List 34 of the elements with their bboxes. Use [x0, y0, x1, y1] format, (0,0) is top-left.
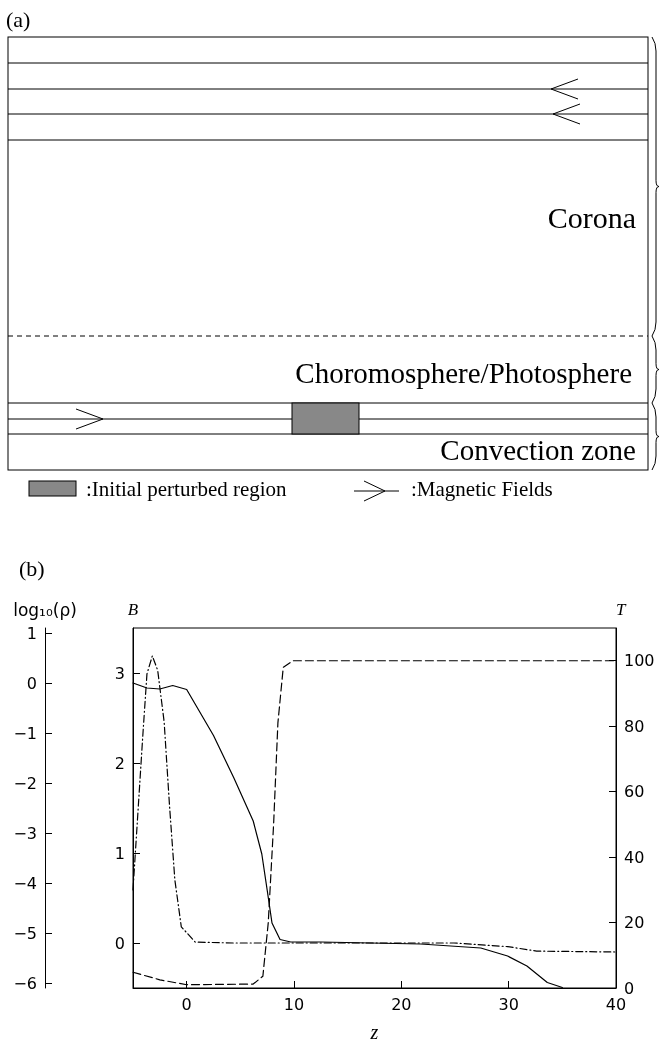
text: (a) [6, 7, 31, 32]
y-axis-title: B [127, 600, 139, 619]
text: :Initial perturbed region [86, 477, 288, 501]
y3-tick-label: −6 [13, 973, 37, 993]
y3-tick-label: 1 [26, 623, 37, 643]
y2-tick-label: 20 [624, 913, 645, 933]
text: Corona [547, 201, 636, 234]
y-tick-label: 0 [114, 933, 125, 953]
x-tick-label: 10 [283, 994, 305, 1014]
y-tick-label: 2 [114, 753, 125, 773]
x-tick-label: 20 [391, 994, 412, 1014]
x-tick-label: 0 [181, 994, 192, 1014]
text: Convection zone [440, 434, 636, 466]
text: :Magnetic Fields [411, 477, 553, 501]
x-tick-label: 30 [498, 994, 519, 1014]
y-tick-label: 1 [114, 843, 125, 863]
y3-axis-title: log₁₀(ρ) [13, 599, 77, 620]
chart-title: (b) [19, 555, 45, 581]
y2-tick-label: 60 [624, 782, 645, 802]
y2-tick-label: 100 [624, 651, 655, 671]
text: Choromosphere/Photosphere [295, 357, 632, 389]
y-tick-label: 3 [114, 663, 125, 683]
y3-tick-label: −5 [13, 923, 37, 943]
x-axis-title: z [369, 1021, 379, 1043]
y3-tick-label: −4 [13, 873, 37, 893]
y3-tick-label: −2 [13, 773, 37, 793]
y2-axis-title: T [616, 600, 627, 619]
y2-tick-label: 40 [624, 847, 645, 867]
x-tick-label: 40 [605, 994, 627, 1014]
y3-tick-label: −3 [13, 823, 37, 843]
y2-tick-label: 0 [624, 978, 635, 998]
y3-tick-label: 0 [26, 673, 37, 693]
y3-tick-label: −1 [13, 723, 37, 743]
y2-tick-label: 80 [624, 716, 645, 736]
